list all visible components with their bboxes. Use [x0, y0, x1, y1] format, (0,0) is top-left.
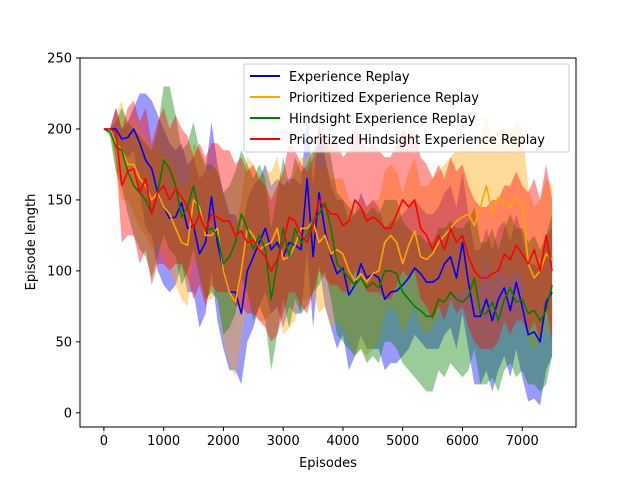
x-tick-label: 6000 — [446, 434, 479, 449]
series-lines — [103, 128, 553, 343]
y-tick-label: 150 — [47, 193, 72, 208]
legend-box — [243, 63, 570, 153]
y-axis: 0 50 100 150 200 250 — [47, 52, 80, 421]
legend-entry-prioritized-experience-replay: Prioritized Experience Replay — [289, 91, 479, 106]
series-line-hindsight-experience-replay — [103, 128, 553, 322]
plot-frame — [79, 57, 577, 428]
legend: Experience Replay Prioritized Experience… — [243, 63, 570, 153]
y-tick-label: 250 — [47, 52, 72, 67]
y-axis-label: Episode length — [24, 194, 39, 291]
band-hindsight-experience-replay — [103, 86, 553, 392]
y-tick-label: 100 — [47, 264, 72, 279]
x-tick-label: 3000 — [267, 434, 300, 449]
x-tick-label: 5000 — [386, 434, 419, 449]
legend-entry-hindsight-experience-replay: Hindsight Experience Replay — [289, 112, 476, 127]
x-tick-label: 2000 — [207, 434, 240, 449]
x-tick-label: 7000 — [506, 434, 539, 449]
x-tick-label: 1000 — [147, 434, 180, 449]
x-axis: 0 1000 2000 3000 4000 5000 6000 7000 — [100, 427, 539, 449]
series-line-prioritized-hindsight-experience-replay — [103, 128, 553, 279]
x-axis-label: Episodes — [299, 456, 357, 471]
y-tick-label: 200 — [47, 122, 72, 137]
legend-entry-experience-replay: Experience Replay — [289, 70, 410, 85]
x-tick-label: 0 — [100, 434, 108, 449]
legend-entry-prioritized-hindsight-experience-replay: Prioritized Hindsight Experience Replay — [289, 133, 545, 148]
band-experience-replay — [103, 93, 553, 406]
band-prioritized-experience-replay — [103, 100, 553, 378]
y-tick-label: 50 — [55, 335, 72, 350]
y-tick-label: 0 — [64, 406, 72, 421]
confidence-bands — [103, 86, 553, 406]
series-line-prioritized-experience-replay — [103, 128, 553, 303]
x-tick-label: 4000 — [326, 434, 359, 449]
band-prioritized-hindsight-experience-replay — [103, 100, 553, 349]
